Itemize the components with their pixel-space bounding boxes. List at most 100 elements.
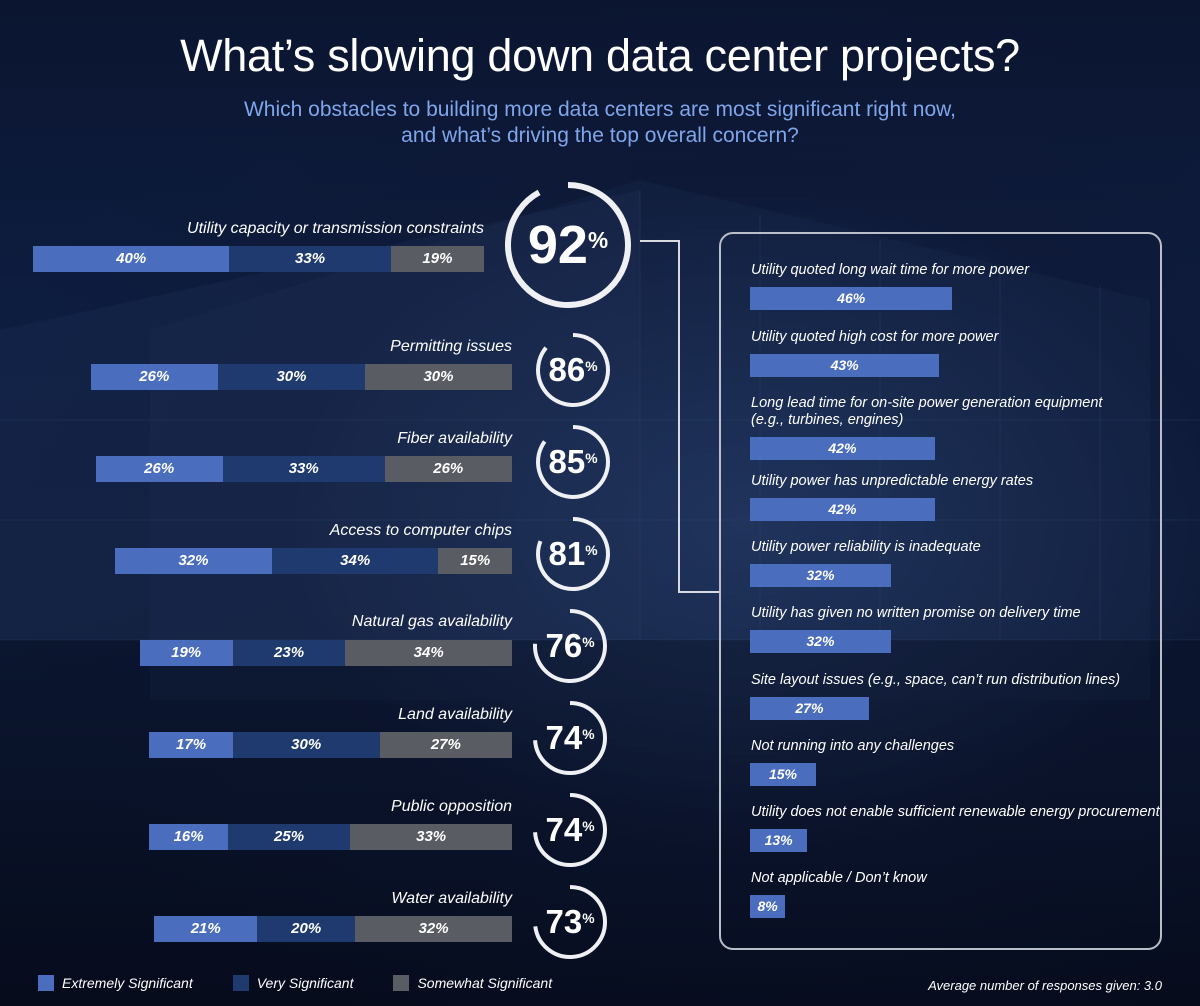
percent-sign: % xyxy=(585,358,598,375)
ring-arc xyxy=(536,425,610,499)
percent-sign: % xyxy=(582,818,595,835)
subtitle-line: Which obstacles to building more data ce… xyxy=(243,98,957,121)
category-label: Land availability xyxy=(398,706,512,723)
legend-item: Very Significant xyxy=(232,975,354,991)
total-percent: 74% xyxy=(490,719,650,757)
category-label: Public opposition xyxy=(391,798,512,815)
bar-segment: 33% xyxy=(350,824,512,850)
driver-bar: 13% xyxy=(750,829,808,852)
driver-label-line: Utility power reliability is inadequate xyxy=(751,539,981,555)
bar-segment: 40% xyxy=(33,246,230,272)
legend: Extremely Significant Very Significant Som… xyxy=(38,975,592,991)
total-percent: 92% xyxy=(488,214,648,276)
bar-segment: 32% xyxy=(115,548,272,574)
legend-swatch xyxy=(232,975,249,991)
bar-segment: 21% xyxy=(154,916,258,942)
legend-swatch xyxy=(393,975,410,991)
driver-bar: 46% xyxy=(750,287,953,310)
total-percent: 74% xyxy=(490,811,650,849)
legend-label: Very Significant xyxy=(256,975,354,991)
bar-segment: 34% xyxy=(345,640,512,666)
footnote: Average number of responses given: 3.0 xyxy=(928,978,1162,993)
total-ring xyxy=(536,425,610,499)
driver-label-line: (e.g., turbines, engines) xyxy=(751,412,904,428)
bar-segment: 20% xyxy=(257,916,356,942)
percent-sign: % xyxy=(585,450,598,467)
bar-segment: 23% xyxy=(232,640,346,666)
driver-label-line: Utility has given no written promise on … xyxy=(751,605,1081,621)
driver-label: Not running into any challenges xyxy=(751,738,954,755)
bar-segment: 34% xyxy=(271,548,439,574)
bar-segment: 30% xyxy=(232,732,380,758)
percent-sign: % xyxy=(585,542,598,559)
bar-segment: 16% xyxy=(149,824,228,850)
ring-arc xyxy=(536,517,610,591)
bar-segment: 33% xyxy=(229,246,391,272)
total-value: 81 xyxy=(548,534,586,572)
driver-bar: 27% xyxy=(750,697,869,720)
bar-segment: 30% xyxy=(217,364,365,390)
bar-segment: 19% xyxy=(139,640,233,666)
legend-item: Extremely Significant xyxy=(38,975,193,991)
ring-arc xyxy=(536,333,610,407)
ring-arc xyxy=(533,885,607,959)
total-ring xyxy=(536,333,610,407)
category-label: Utility capacity or transmission constra… xyxy=(187,220,484,237)
total-percent: 76% xyxy=(490,627,650,665)
total-percent: 85% xyxy=(493,443,653,481)
stacked-bar: 19% 23% 34% xyxy=(139,640,512,666)
driver-label: Utility quoted high cost for more power xyxy=(751,329,998,346)
total-percent: 73% xyxy=(490,903,650,941)
ring-arc xyxy=(533,701,607,775)
total-ring xyxy=(533,701,607,775)
driver-label: Utility power has unpredictable energy r… xyxy=(751,473,1033,490)
legend-swatch xyxy=(38,975,54,991)
category-label: Natural gas availability xyxy=(351,613,512,630)
percent-sign: % xyxy=(582,634,595,651)
total-value: 74 xyxy=(545,718,583,756)
chart-title: What’s slowing down data center projects… xyxy=(180,30,1020,81)
total-value: 76 xyxy=(545,626,583,664)
stacked-bar: 21% 20% 32% xyxy=(154,916,512,942)
bar-segment: 32% xyxy=(355,916,512,942)
percent-sign: % xyxy=(582,910,595,927)
bar-segment: 19% xyxy=(390,246,484,272)
total-percent: 81% xyxy=(493,535,653,573)
total-ring xyxy=(533,885,607,959)
drivers-panel xyxy=(719,232,1162,950)
bar-segment: 26% xyxy=(384,456,512,482)
stacked-bar: 26% 33% 26% xyxy=(95,456,513,482)
total-ring xyxy=(505,182,631,308)
ring-arc xyxy=(533,793,607,867)
driver-bar: 32% xyxy=(750,564,891,587)
driver-bar: 32% xyxy=(750,630,891,653)
total-ring xyxy=(536,517,610,591)
driver-label: Utility power reliability is inadequate xyxy=(751,539,981,556)
total-value: 73 xyxy=(545,902,583,940)
driver-label: Site layout issues (e.g., space, can’t r… xyxy=(751,672,1120,689)
total-ring xyxy=(533,609,607,683)
ring-arc xyxy=(533,609,607,683)
bar-segment: 17% xyxy=(149,732,233,758)
category-label: Water availability xyxy=(391,890,512,907)
category-label: Permitting issues xyxy=(390,338,512,355)
driver-label-line: Long lead time for on-site power generat… xyxy=(751,395,1103,411)
category-label: Fiber availability xyxy=(397,430,512,447)
stacked-bar: 26% 30% 30% xyxy=(90,364,512,390)
driver-label: Long lead time for on-site power generat… xyxy=(751,395,1102,429)
total-value: 92 xyxy=(527,214,588,275)
legend-item: Somewhat Significant xyxy=(393,975,552,991)
driver-label-line: Utility power has unpredictable energy r… xyxy=(751,473,1034,489)
driver-bar: 43% xyxy=(750,354,940,377)
driver-label: Utility does not enable sufficient renew… xyxy=(751,804,1160,821)
driver-bar: 8% xyxy=(750,895,786,918)
driver-label-line: Utility quoted long wait time for more p… xyxy=(751,262,1030,278)
subtitle-line: and what’s driving the top overall conce… xyxy=(401,124,799,147)
bar-segment: 26% xyxy=(95,456,223,482)
driver-label-line: Not applicable / Don’t know xyxy=(751,870,927,886)
bar-segment: 33% xyxy=(222,456,385,482)
total-value: 85 xyxy=(548,442,586,480)
total-value: 74 xyxy=(545,810,583,848)
bar-segment: 27% xyxy=(379,732,512,758)
